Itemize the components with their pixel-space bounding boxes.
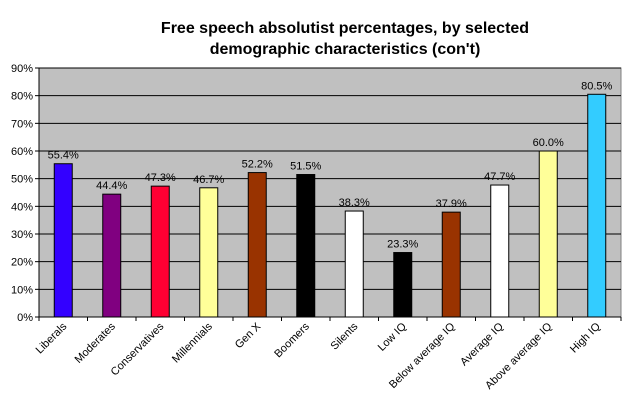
data-label: 44.4%: [96, 180, 127, 192]
y-tick-label: 0%: [17, 312, 33, 324]
y-tick-label: 70%: [11, 118, 33, 130]
bar: [538, 150, 558, 318]
x-category-label: Gen X: [233, 320, 264, 351]
data-label: 51.5%: [290, 161, 321, 173]
bars: [53, 93, 607, 318]
x-category-label: Silents: [329, 320, 361, 352]
bar: [490, 184, 510, 318]
y-tick-label: 10%: [11, 284, 33, 296]
data-label: 80.5%: [581, 80, 612, 92]
data-label: 46.7%: [193, 174, 224, 186]
gridlines: [39, 67, 621, 290]
bar: [344, 210, 364, 318]
data-label: 52.2%: [242, 159, 273, 171]
x-category-label: Low IQ: [376, 320, 409, 353]
x-category-label: Moderates: [73, 320, 119, 366]
x-category-label: Millennials: [170, 320, 215, 365]
x-category-label: High IQ: [568, 320, 603, 355]
x-category-label: Average IQ: [458, 320, 506, 368]
data-label: 47.7%: [484, 171, 515, 183]
data-label: 60.0%: [533, 137, 564, 149]
data-labels: 55.4% 44.4% 47.3% 46.7% 52.2% 51.5% 38.3% 23.3%…: [48, 80, 613, 250]
data-label: 23.3%: [387, 239, 418, 251]
bar: [587, 93, 607, 318]
chart-title-line-2: demographic characteristics (con't): [209, 41, 481, 58]
y-tick-label: 30%: [11, 229, 33, 241]
data-label: 47.3%: [145, 172, 176, 184]
chart-title: Free speech absolutist percentages, by s…: [60, 18, 630, 60]
y-tick-label: 90%: [11, 63, 33, 75]
bar: [441, 211, 461, 318]
data-label: 55.4%: [48, 150, 79, 162]
data-label: 38.3%: [339, 197, 370, 209]
bar: [296, 174, 316, 318]
x-category-label: Liberals: [34, 320, 70, 356]
bar: [102, 193, 122, 318]
bar: [393, 252, 413, 318]
plot-area: [38, 67, 622, 318]
y-tick-label: 80%: [11, 91, 33, 103]
y-axis-ticks: 0% 10% 20% 30% 40% 50% 60% 70% 80% 90%: [11, 63, 39, 324]
x-category-label: Boomers: [272, 320, 312, 360]
y-tick-label: 20%: [11, 257, 33, 269]
bar: [150, 185, 170, 318]
y-tick-label: 60%: [11, 146, 33, 158]
y-tick-label: 50%: [11, 174, 33, 186]
bar: [53, 163, 73, 318]
chart-title-line-1: Free speech absolutist percentages, by s…: [160, 20, 530, 37]
data-label: 37.9%: [436, 198, 467, 210]
bar: [247, 172, 267, 318]
y-tick-label: 40%: [11, 201, 33, 213]
bar: [199, 187, 219, 318]
